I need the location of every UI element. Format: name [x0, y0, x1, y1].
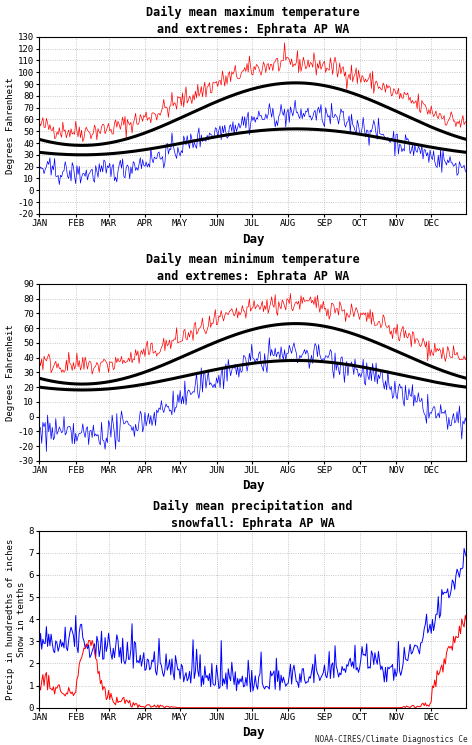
X-axis label: Day: Day [242, 232, 264, 246]
Y-axis label: Degrees Fahrenheit: Degrees Fahrenheit [6, 77, 15, 174]
Y-axis label: Precip in hundredths of inches
Snow in tenths: Precip in hundredths of inches Snow in t… [6, 539, 25, 700]
X-axis label: Day: Day [242, 480, 264, 492]
Title: Daily mean precipitation and
snowfall: Ephrata AP WA: Daily mean precipitation and snowfall: E… [153, 499, 353, 530]
Title: Daily mean maximum temperature
and extremes: Ephrata AP WA: Daily mean maximum temperature and extre… [146, 5, 360, 36]
Text: NOAA-CIRES/Climate Diagnostics Ce: NOAA-CIRES/Climate Diagnostics Ce [315, 735, 467, 744]
X-axis label: Day: Day [242, 726, 264, 740]
Title: Daily mean minimum temperature
and extremes: Ephrata AP WA: Daily mean minimum temperature and extre… [146, 253, 360, 282]
Y-axis label: Degrees Fahrenheit: Degrees Fahrenheit [6, 324, 15, 421]
